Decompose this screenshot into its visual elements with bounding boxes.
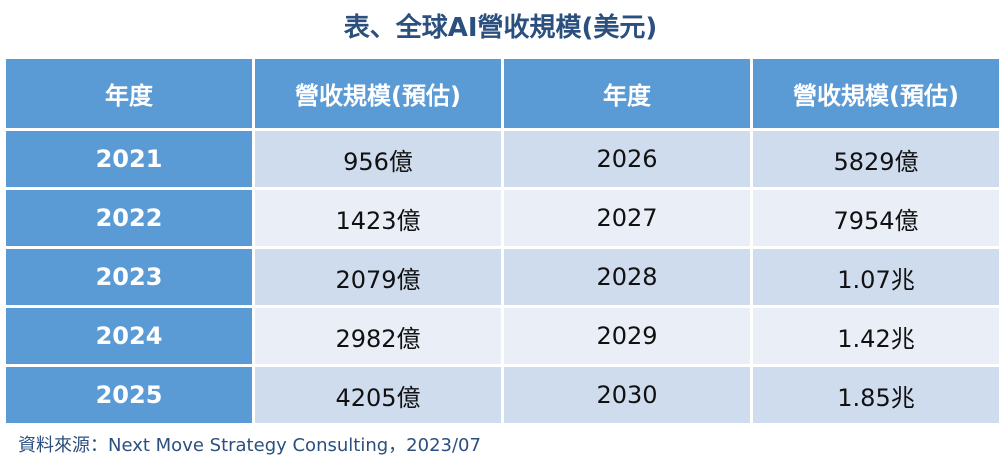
revenue-cell: 956億 xyxy=(255,131,501,187)
header-year-left: 年度 xyxy=(6,59,252,128)
year-cell: 2021 xyxy=(6,131,252,187)
table-row: 2023 2079億 2028 1.07兆 xyxy=(6,249,999,305)
revenue-cell: 1.42兆 xyxy=(753,308,999,364)
year-cell: 2026 xyxy=(504,131,750,187)
year-cell: 2024 xyxy=(6,308,252,364)
table-row: 2025 4205億 2030 1.85兆 xyxy=(6,367,999,423)
year-cell: 2022 xyxy=(6,190,252,246)
revenue-cell: 1.85兆 xyxy=(753,367,999,423)
table-row: 2021 956億 2026 5829億 xyxy=(6,131,999,187)
revenue-cell: 5829億 xyxy=(753,131,999,187)
source-note: 資料來源：Next Move Strategy Consulting，2023/… xyxy=(18,435,481,456)
revenue-cell: 7954億 xyxy=(753,190,999,246)
revenue-cell: 4205億 xyxy=(255,367,501,423)
year-cell: 2029 xyxy=(504,308,750,364)
table-row: 2024 2982億 2029 1.42兆 xyxy=(6,308,999,364)
year-cell: 2025 xyxy=(6,367,252,423)
revenue-cell: 1.07兆 xyxy=(753,249,999,305)
revenue-cell: 2982億 xyxy=(255,308,501,364)
revenue-cell: 1423億 xyxy=(255,190,501,246)
table-row: 2022 1423億 2027 7954億 xyxy=(6,190,999,246)
header-revenue-left: 營收規模(預估) xyxy=(255,59,501,128)
year-cell: 2028 xyxy=(504,249,750,305)
table-title: 表、全球AI營收規模(美元) xyxy=(343,13,658,43)
revenue-table: 年度 營收規模(預估) 年度 營收規模(預估) 2021 956億 2026 5… xyxy=(3,56,1001,426)
header-year-right: 年度 xyxy=(504,59,750,128)
year-cell: 2030 xyxy=(504,367,750,423)
table-header-row: 年度 營收規模(預估) 年度 營收規模(預估) xyxy=(6,59,999,128)
header-revenue-right: 營收規模(預估) xyxy=(753,59,999,128)
revenue-cell: 2079億 xyxy=(255,249,501,305)
year-cell: 2027 xyxy=(504,190,750,246)
year-cell: 2023 xyxy=(6,249,252,305)
